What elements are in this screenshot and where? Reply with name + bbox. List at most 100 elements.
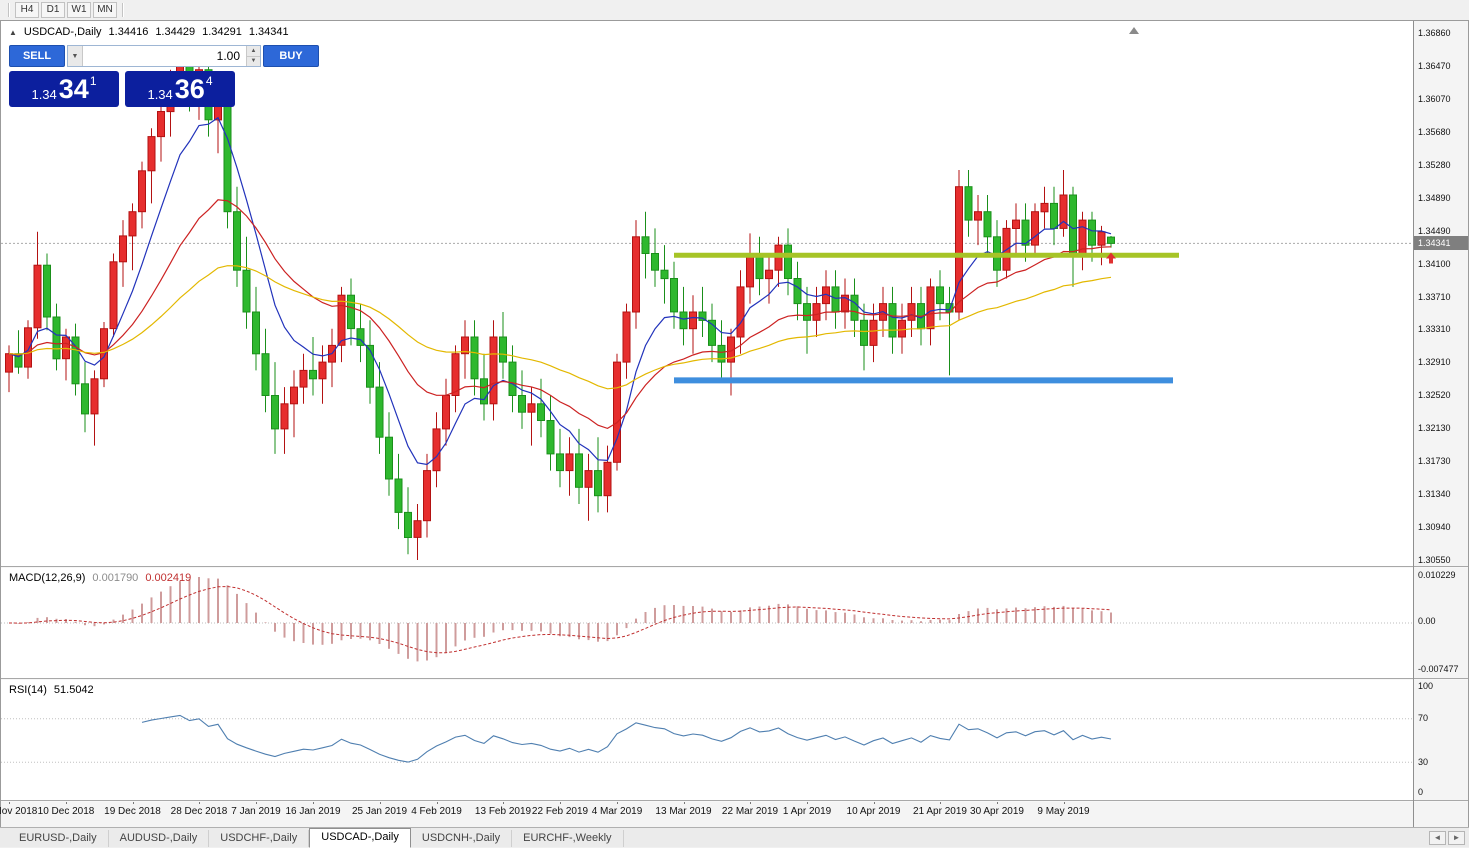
- ask-price-box[interactable]: 1.34 36 4: [125, 71, 235, 107]
- chart-tab-usdcnh-daily[interactable]: USDCNH-,Daily: [411, 830, 513, 847]
- timeframe-button-h4[interactable]: H4: [15, 2, 39, 18]
- time-axis-tick: [683, 800, 685, 804]
- time-axis-tick: [436, 800, 438, 804]
- chart-tab-eurusd-daily[interactable]: EURUSD-,Daily: [8, 830, 109, 847]
- volume-input[interactable]: [83, 46, 246, 66]
- time-axis-tick: [313, 800, 314, 804]
- ohlc-open: 1.34416: [108, 26, 149, 38]
- macd-main-value: 0.001790: [92, 572, 139, 584]
- tab-scroll-buttons: ◄ ►: [1429, 831, 1469, 847]
- time-axis-border: [1, 800, 1468, 802]
- macd-signal-line: [8, 585, 1112, 654]
- rsi-name: RSI(14): [9, 684, 47, 696]
- time-axis-tick: [750, 800, 751, 804]
- time-axis-label: 9 May 2019: [1037, 806, 1090, 817]
- macd-axis-label: 0.010229: [1418, 570, 1456, 580]
- price-axis-border: [1413, 21, 1414, 827]
- chart-canvas[interactable]: [1, 21, 1413, 800]
- time-axis-label: 1 Apr 2019: [782, 806, 832, 817]
- buy-button[interactable]: BUY: [263, 45, 319, 67]
- chart-tab-bar: EURUSD-,Daily AUDUSD-,Daily USDCHF-,Daily U…: [0, 827, 1469, 848]
- volume-down-button[interactable]: ▼: [247, 56, 260, 66]
- chart-tabs: EURUSD-,Daily AUDUSD-,Daily USDCHF-,Daily U…: [8, 828, 624, 848]
- bid-price-box[interactable]: 1.34 34 1: [9, 71, 119, 107]
- time-axis-label: 4 Mar 2019: [591, 806, 643, 817]
- ohlc-high: 1.34429: [155, 26, 196, 38]
- time-axis-label: 30 Nov 2018: [0, 806, 38, 817]
- timeframe-button-d1[interactable]: D1: [41, 2, 65, 18]
- volume-up-button[interactable]: ▲: [247, 46, 260, 57]
- macd-label: MACD(12,26,9) 0.001790 0.002419: [9, 572, 191, 584]
- rsi-axis-label: 100: [1418, 681, 1434, 691]
- time-axis-label: 4 Feb 2019: [411, 806, 462, 817]
- price-axis-label: 1.36070: [1418, 93, 1451, 104]
- price-axis-label: 1.31340: [1418, 489, 1451, 500]
- time-axis-label: 7 Jan 2019: [231, 806, 281, 817]
- time-axis-tick: [940, 800, 941, 804]
- rsi-axis-label: 0: [1418, 787, 1424, 797]
- price-axis-label: 1.33310: [1418, 324, 1451, 335]
- timeframe-button-mn[interactable]: MN: [93, 2, 117, 18]
- ohlc-low: 1.34291: [202, 26, 242, 38]
- price-axis-label: 1.32520: [1418, 390, 1451, 401]
- bid-price-pips: 34: [58, 74, 89, 104]
- volume-spinner: ▲ ▼: [246, 46, 260, 66]
- tab-scroll-right-icon[interactable]: ►: [1448, 831, 1465, 845]
- time-axis-tick: [199, 800, 200, 804]
- price-axis-label: 1.32130: [1418, 423, 1451, 434]
- chart-symbol-label: USDCAD-,Daily: [23, 26, 102, 38]
- chart-tab-usdcad-daily[interactable]: USDCAD-,Daily: [309, 828, 411, 848]
- tab-scroll-left-icon[interactable]: ◄: [1429, 831, 1446, 845]
- time-axis-tick: [560, 800, 561, 804]
- macd-axis-label: 0.00: [1418, 616, 1436, 626]
- time-axis-label: 10 Apr 2019: [846, 806, 901, 817]
- buy-arrow-marker[interactable]: [1106, 252, 1116, 264]
- time-axis-label: 10 Dec 2018: [37, 806, 95, 817]
- chart-tab-eurchf-weekly[interactable]: EURCHF-,Weekly: [512, 830, 624, 847]
- pane-splitter-macd[interactable]: [1, 566, 1468, 568]
- price-axis-label: 1.34490: [1418, 225, 1451, 236]
- one-click-trading-panel: SELL ▼ ▲ ▼ BUY 1.34 34 1 1.34 36: [9, 45, 319, 107]
- time-axis-label: 25 Jan 2019: [351, 806, 408, 817]
- price-axis-label: 1.34100: [1418, 258, 1451, 269]
- time-axis-tick: [132, 800, 134, 804]
- volume-control: ▼ ▲ ▼: [67, 45, 261, 67]
- chart-tab-usdchf-daily[interactable]: USDCHF-,Daily: [209, 830, 310, 847]
- price-axis-label: 1.34890: [1418, 192, 1451, 203]
- time-axis-tick: [379, 800, 381, 804]
- macd-histogram: [17, 577, 1112, 662]
- time-axis-tick: [617, 800, 618, 804]
- ask-price-pips: 36: [174, 74, 205, 104]
- rsi-value: 51.5042: [53, 684, 94, 696]
- macd-axis-label: -0.007477: [1418, 664, 1459, 674]
- price-axis-label: 1.32910: [1418, 357, 1451, 368]
- pane-splitter-rsi[interactable]: [1, 678, 1468, 680]
- toolbar-separator: [8, 3, 10, 17]
- time-axis-label: 13 Mar 2019: [655, 806, 712, 817]
- price-axis[interactable]: 1.36860 1.36470 1.36070 1.35680 1.35280 1.348…: [1414, 21, 1468, 827]
- time-axis-tick: [1063, 800, 1065, 804]
- chart-shift-marker[interactable]: [1129, 27, 1139, 34]
- price-axis-label: 1.30550: [1418, 555, 1451, 565]
- time-axis-tick: [256, 800, 257, 804]
- bid-price-point: 1: [89, 74, 97, 88]
- moving-average-line: [8, 199, 1112, 430]
- candles: [5, 49, 1115, 560]
- price-axis-label: 1.31730: [1418, 456, 1451, 467]
- price-axis-label: 1.35280: [1418, 159, 1451, 170]
- time-axis-tick: [807, 800, 808, 804]
- moving-average-line: [8, 265, 1112, 390]
- sell-button[interactable]: SELL: [9, 45, 65, 67]
- one-click-collapse-icon[interactable]: ▲: [9, 27, 17, 37]
- timeframe-button-w1[interactable]: W1: [67, 2, 91, 18]
- volume-dropdown-button[interactable]: ▼: [68, 46, 83, 66]
- rsi-axis-label: 30: [1418, 757, 1429, 767]
- ask-price-point: 4: [205, 74, 213, 88]
- time-axis-label: 16 Jan 2019: [285, 806, 341, 817]
- chart-tab-audusd-daily[interactable]: AUDUSD-,Daily: [109, 830, 210, 847]
- price-axis-label: 1.36470: [1418, 60, 1451, 71]
- price-axis-label: 1.35680: [1418, 126, 1451, 137]
- rsi-axis-label: 70: [1418, 713, 1429, 723]
- macd-signal-value: 0.002419: [145, 572, 192, 584]
